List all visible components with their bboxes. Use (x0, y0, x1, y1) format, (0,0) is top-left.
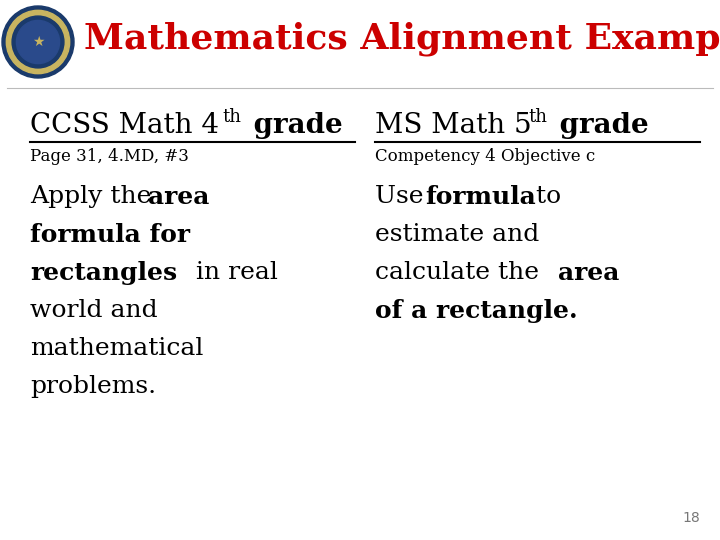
Text: estimate and: estimate and (375, 223, 539, 246)
Text: world and: world and (30, 299, 158, 322)
Text: to: to (528, 185, 561, 208)
Text: in real: in real (188, 261, 278, 284)
Text: problems.: problems. (30, 375, 156, 398)
Text: mathematical: mathematical (30, 337, 203, 360)
Text: Use: Use (375, 185, 431, 208)
Text: formula: formula (425, 185, 536, 209)
Text: of a rectangle.: of a rectangle. (375, 299, 577, 323)
Circle shape (6, 10, 70, 73)
Text: th: th (528, 108, 547, 126)
Text: formula for: formula for (30, 223, 190, 247)
Text: th: th (222, 108, 241, 126)
Text: grade: grade (550, 112, 649, 139)
Circle shape (17, 21, 60, 64)
Text: Competency 4 Objective c: Competency 4 Objective c (375, 148, 595, 165)
Text: grade: grade (244, 112, 343, 139)
Text: area: area (148, 185, 210, 209)
Circle shape (12, 16, 64, 68)
Text: rectangles: rectangles (30, 261, 177, 285)
Text: Page 31, 4.MD, #3: Page 31, 4.MD, #3 (30, 148, 189, 165)
Text: 18: 18 (683, 511, 700, 525)
Text: CCSS Math 4: CCSS Math 4 (30, 112, 219, 139)
Text: MS Math 5: MS Math 5 (375, 112, 531, 139)
Text: area: area (558, 261, 619, 285)
Text: calculate the: calculate the (375, 261, 547, 284)
Text: Apply the: Apply the (30, 185, 159, 208)
Circle shape (2, 6, 74, 78)
Text: ★: ★ (32, 35, 44, 49)
Text: Mathematics Alignment Examples: Mathematics Alignment Examples (84, 22, 720, 57)
